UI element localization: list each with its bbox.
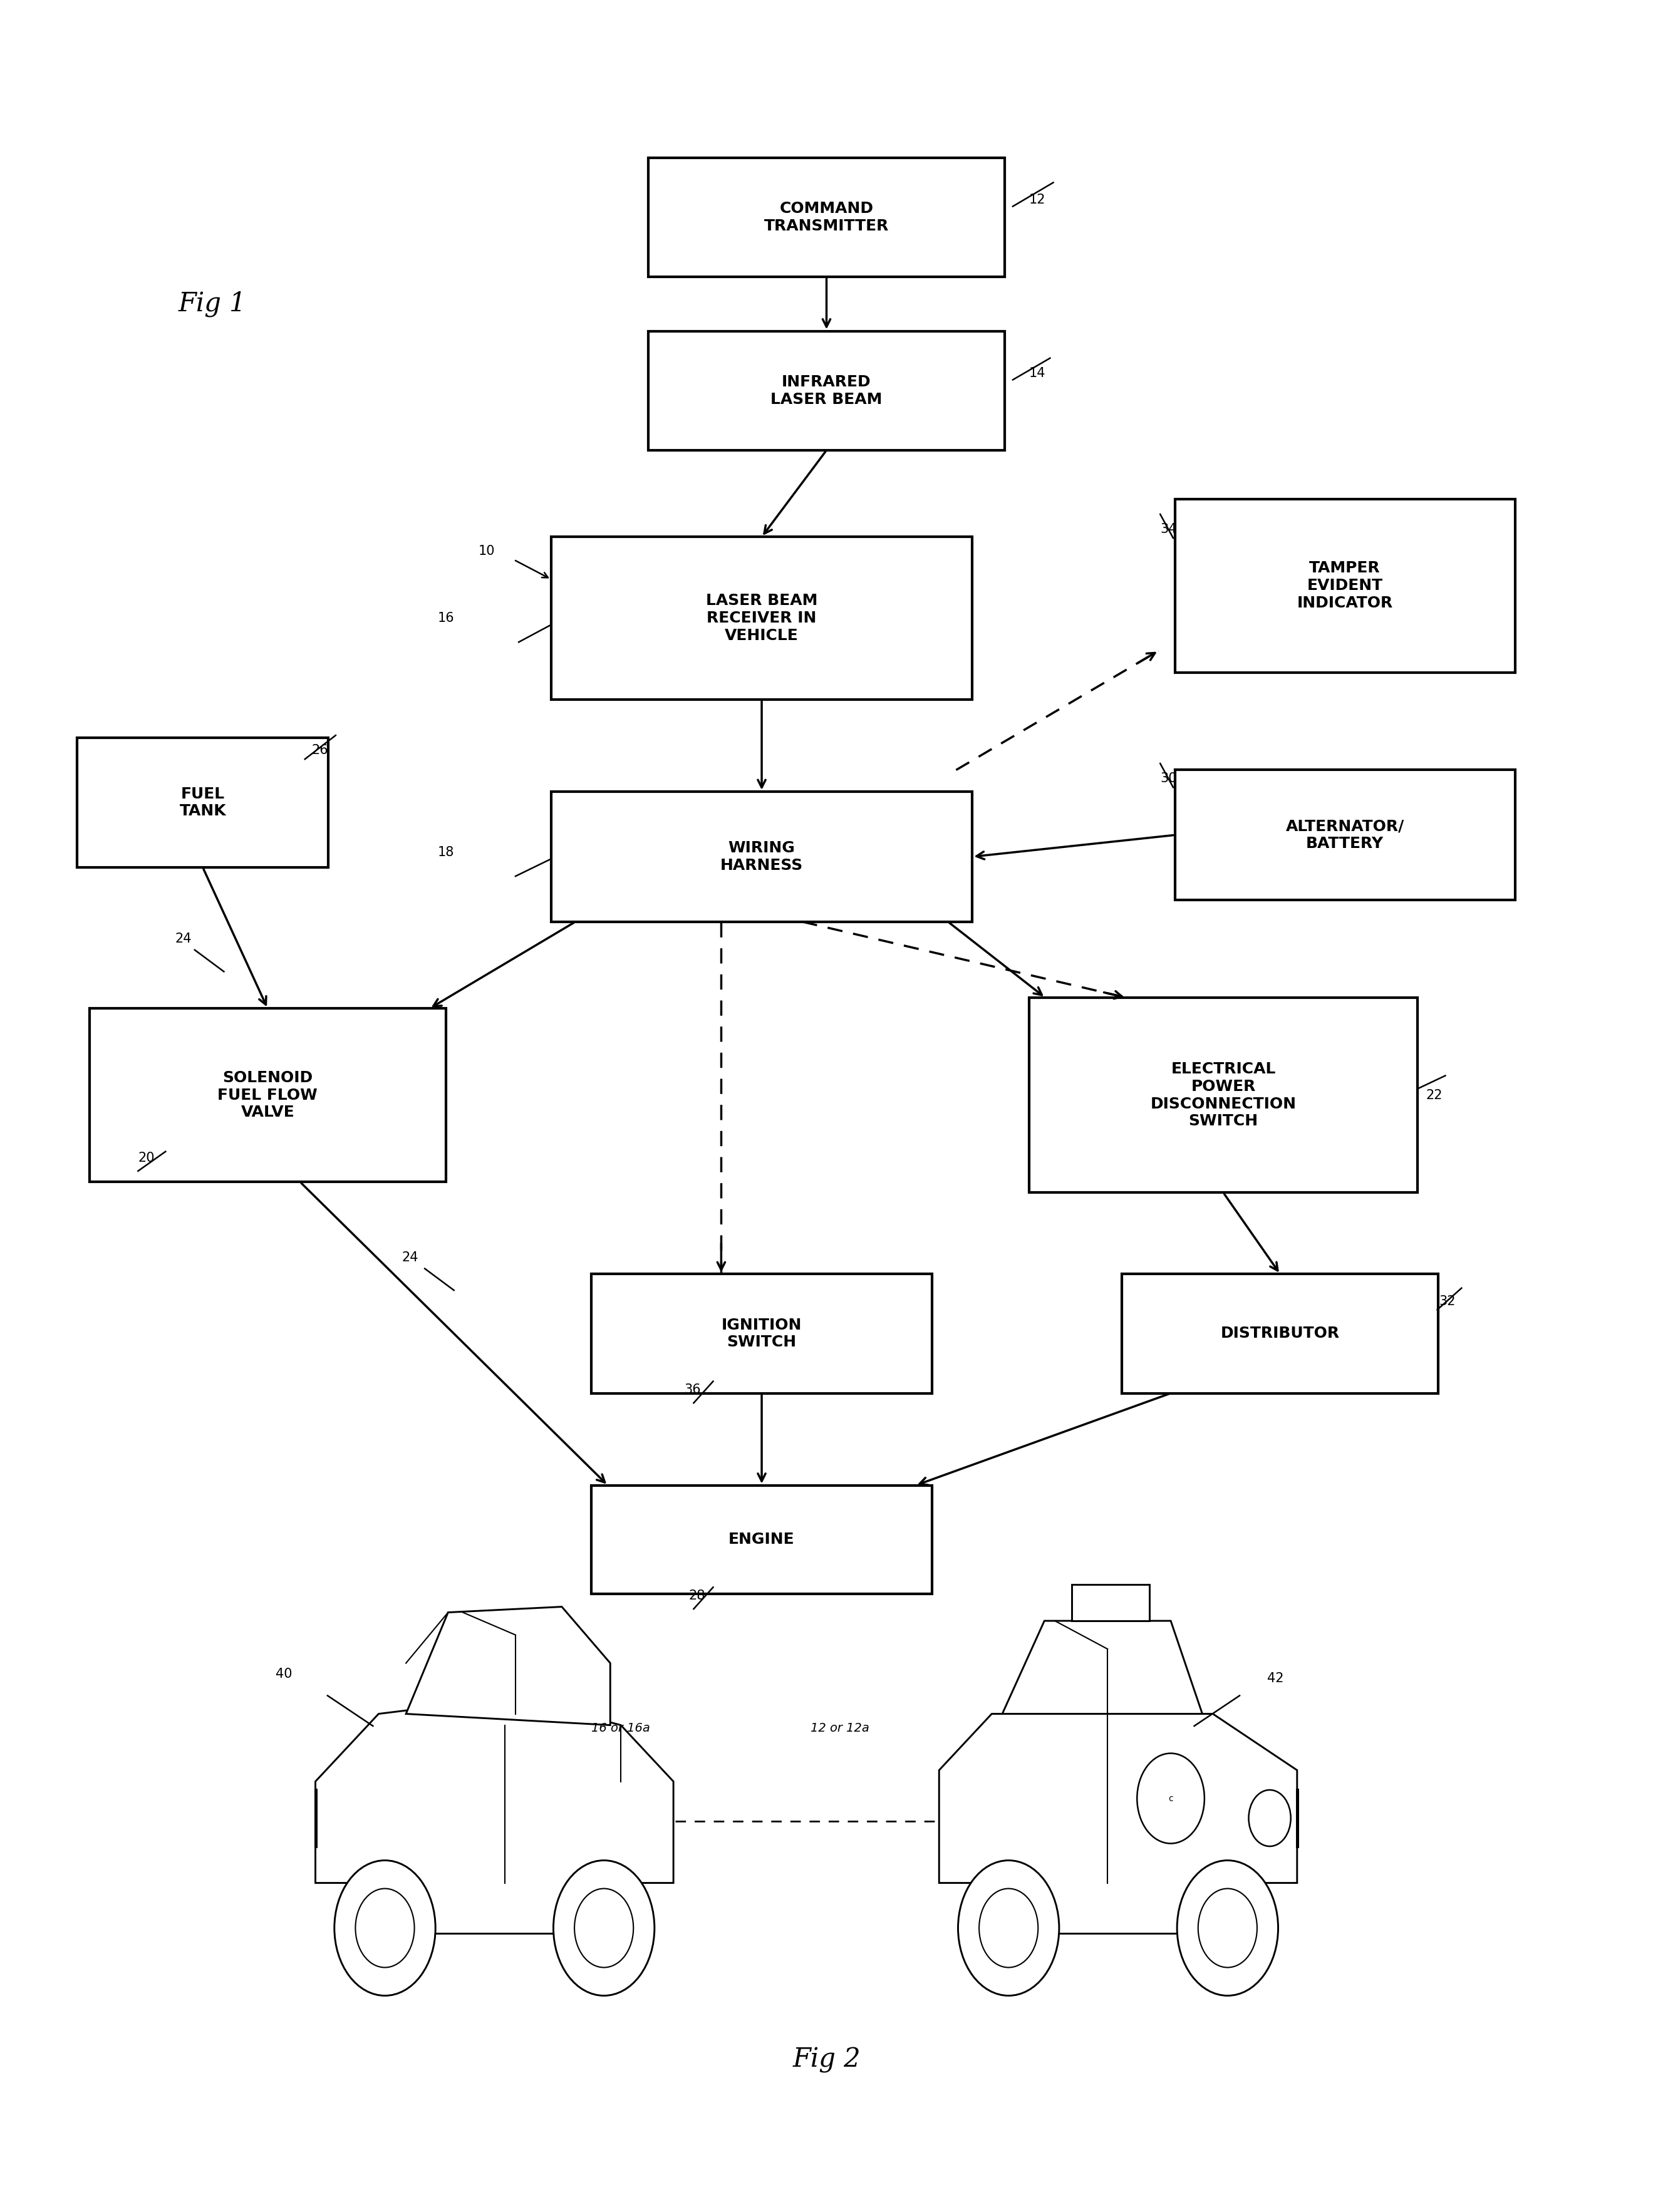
Polygon shape [1071, 1584, 1150, 1621]
FancyBboxPatch shape [1175, 770, 1516, 900]
Circle shape [959, 1860, 1060, 1995]
Text: 24: 24 [175, 933, 192, 945]
Text: 22: 22 [1427, 1088, 1443, 1102]
Text: SOLENOID
FUEL FLOW
VALVE: SOLENOID FUEL FLOW VALVE [218, 1071, 317, 1119]
FancyBboxPatch shape [78, 737, 329, 867]
Text: 42: 42 [1268, 1672, 1284, 1686]
Text: 16 or 16a: 16 or 16a [592, 1723, 650, 1734]
Text: 26: 26 [311, 743, 327, 757]
FancyBboxPatch shape [1175, 500, 1516, 672]
Text: 10: 10 [478, 544, 494, 557]
Circle shape [334, 1860, 435, 1995]
FancyBboxPatch shape [550, 538, 972, 699]
FancyBboxPatch shape [592, 1486, 932, 1593]
Text: 40: 40 [276, 1668, 293, 1681]
FancyBboxPatch shape [592, 1274, 932, 1394]
Text: ENGINE: ENGINE [729, 1533, 795, 1546]
Text: 14: 14 [1030, 367, 1046, 380]
Text: 24: 24 [402, 1252, 418, 1263]
Circle shape [1248, 1790, 1291, 1847]
Text: 30: 30 [1160, 772, 1177, 785]
Circle shape [355, 1889, 415, 1966]
Polygon shape [407, 1606, 610, 1725]
Text: 28: 28 [689, 1590, 706, 1601]
FancyBboxPatch shape [648, 157, 1005, 276]
Text: 18: 18 [438, 847, 455, 858]
Text: Fig 2: Fig 2 [792, 2046, 861, 2073]
Text: WIRING
HARNESS: WIRING HARNESS [721, 841, 803, 874]
Text: 12 or 12a: 12 or 12a [810, 1723, 869, 1734]
Text: 20: 20 [139, 1152, 155, 1164]
Text: 32: 32 [1438, 1294, 1455, 1307]
Text: LASER BEAM
RECEIVER IN
VEHICLE: LASER BEAM RECEIVER IN VEHICLE [706, 593, 818, 644]
Circle shape [575, 1889, 633, 1966]
Text: c: c [1169, 1794, 1174, 1803]
FancyBboxPatch shape [1122, 1274, 1438, 1394]
Circle shape [1198, 1889, 1256, 1966]
Circle shape [554, 1860, 655, 1995]
Text: COMMAND
TRANSMITTER: COMMAND TRANSMITTER [764, 201, 889, 234]
Polygon shape [939, 1714, 1298, 1933]
Circle shape [979, 1889, 1038, 1966]
Text: INFRARED
LASER BEAM: INFRARED LASER BEAM [770, 374, 883, 407]
Polygon shape [1002, 1621, 1202, 1714]
Text: 16: 16 [438, 613, 455, 624]
Text: 34: 34 [1160, 522, 1177, 535]
Circle shape [1177, 1860, 1278, 1995]
Text: ELECTRICAL
POWER
DISCONNECTION
SWITCH: ELECTRICAL POWER DISCONNECTION SWITCH [1150, 1062, 1296, 1128]
FancyBboxPatch shape [1030, 998, 1418, 1192]
Text: TAMPER
EVIDENT
INDICATOR: TAMPER EVIDENT INDICATOR [1298, 562, 1393, 611]
Text: Fig 1: Fig 1 [179, 290, 246, 316]
Text: IGNITION
SWITCH: IGNITION SWITCH [721, 1318, 802, 1349]
Text: 36: 36 [684, 1385, 701, 1396]
Text: FUEL
TANK: FUEL TANK [180, 785, 226, 818]
FancyBboxPatch shape [648, 332, 1005, 451]
Text: DISTRIBUTOR: DISTRIBUTOR [1220, 1327, 1339, 1340]
Polygon shape [316, 1697, 673, 1933]
FancyBboxPatch shape [89, 1009, 446, 1181]
Text: ALTERNATOR/
BATTERY: ALTERNATOR/ BATTERY [1286, 818, 1403, 852]
FancyBboxPatch shape [550, 792, 972, 922]
Text: 12: 12 [1030, 195, 1046, 206]
Circle shape [1137, 1754, 1205, 1843]
